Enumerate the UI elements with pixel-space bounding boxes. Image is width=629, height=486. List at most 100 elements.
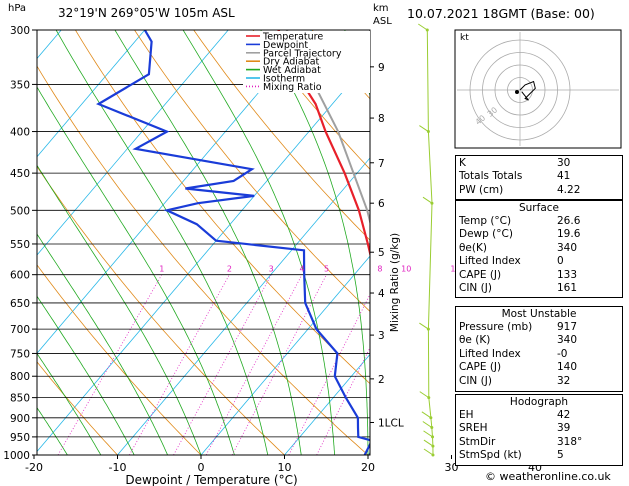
isotherm-line xyxy=(37,30,229,256)
pressure-tick-label: 950 xyxy=(10,432,30,444)
row-label: EH xyxy=(459,409,474,421)
row-label: K xyxy=(459,157,466,169)
mixing-ratio-label: 8 xyxy=(377,265,382,274)
wind-barb-dot xyxy=(429,416,433,420)
plot-area xyxy=(37,30,370,455)
wind-barb-dot xyxy=(430,201,434,205)
km-tick-label: 3 xyxy=(378,330,385,342)
mixing-ratio-label: 2 xyxy=(227,265,232,274)
dry-adiabat-line xyxy=(252,30,370,170)
row-value: 4.22 xyxy=(557,183,581,196)
km-tick-label: 5 xyxy=(378,247,385,259)
wind-barb-dot xyxy=(431,435,435,439)
mixing-ratio-line xyxy=(205,274,303,455)
row-label: StmDir xyxy=(459,435,496,448)
pressure-tick-label: 550 xyxy=(10,239,30,251)
legend-label: Wet Adiabat xyxy=(263,65,321,76)
row-label: StmSpd (kt) xyxy=(459,449,522,462)
row-value: 19.6 xyxy=(557,228,581,241)
surface-table: Surface Temp (°C) 26.6 Dewp (°C) 19.6 θe(K) 34… xyxy=(455,200,623,298)
pressure-tick-label: 850 xyxy=(10,393,30,405)
km-label: km xyxy=(373,3,389,14)
unstable-table: Most Unstable Pressure (mb) 917 θe (K) 340 Li… xyxy=(455,306,623,392)
pressure-tick-label: 700 xyxy=(10,324,30,336)
table-row: Pressure (mb) 917 xyxy=(456,321,622,334)
table-title: Surface xyxy=(518,202,559,214)
wet-adiabat-line xyxy=(260,30,369,455)
wind-barb-dot xyxy=(426,130,430,134)
table-row: EH 42 xyxy=(456,409,622,422)
wind-barb-dot xyxy=(431,453,435,457)
parcel-trajectory-line xyxy=(285,30,370,226)
x-axis-label: Dewpoint / Temperature (°C) xyxy=(125,473,297,486)
table-row: StmDir 318° xyxy=(456,436,622,449)
temperature-tick-label: 0 xyxy=(198,461,205,474)
row-label: Lifted Index xyxy=(459,347,521,360)
table-title: Most Unstable xyxy=(501,308,577,320)
location-title: 32°19'N 269°05'W 105m ASL xyxy=(58,6,235,20)
row-value: 5 xyxy=(557,449,564,462)
table-row: Totals Totals 41 xyxy=(456,170,622,183)
mixing-ratio-line xyxy=(316,346,370,455)
row-value: 161 xyxy=(557,281,578,294)
temperature-tick-label: 20 xyxy=(361,461,375,474)
table-row: CAPE (J) 140 xyxy=(456,361,622,374)
hodograph-storm-marker xyxy=(515,90,519,94)
row-label: Pressure (mb) xyxy=(459,321,533,333)
legend-label: Dry Adiabat xyxy=(263,57,320,68)
pressure-tick-label: 650 xyxy=(10,298,30,310)
isotherm-line xyxy=(117,157,370,455)
wind-barb-dot xyxy=(427,396,431,400)
row-label: θe(K) xyxy=(459,241,487,254)
hodograph-table: Hodograph EH 42 SREH 39 StmDir 318° StmSpd (kt)… xyxy=(455,394,623,466)
dry-adiabat-line xyxy=(37,264,202,455)
table-row: CIN (J) 161 xyxy=(456,282,622,295)
km-tick-label: 8 xyxy=(378,113,385,125)
legend-label: Parcel Trajectory xyxy=(263,48,342,59)
temperature-line xyxy=(277,30,370,258)
legend-label: Dewpoint xyxy=(263,40,308,51)
datetime-title: 10.07.2021 18GMT (Base: 00) xyxy=(407,6,595,21)
wet-adiabat-line xyxy=(37,86,235,455)
pressure-tick-label: 800 xyxy=(10,371,30,383)
table-row: θe(K) 340 xyxy=(456,242,622,255)
row-label: CIN (J) xyxy=(459,374,492,387)
row-value: 140 xyxy=(557,361,578,374)
wet-adiabat-line xyxy=(182,30,335,455)
isotherm-line xyxy=(284,353,370,455)
legend-background xyxy=(243,31,370,93)
pressure-tick-label: 450 xyxy=(10,168,30,180)
wind-barb xyxy=(419,391,430,399)
pressure-tick-label: 750 xyxy=(10,348,30,360)
pressure-tick-label: 1000 xyxy=(3,450,30,462)
wet-adiabat-line xyxy=(37,164,202,455)
pressure-tick-label: 400 xyxy=(10,127,30,139)
legend-label: Isotherm xyxy=(263,74,305,85)
mixing-ratio-label: 10 xyxy=(401,265,411,274)
mixing-ratio-line xyxy=(173,274,272,455)
table-row: θe (K) 340 xyxy=(456,334,622,347)
dry-adiabat-line xyxy=(37,65,369,455)
table-row: StmSpd (kt) 5 xyxy=(456,449,622,462)
mixing-ratio-line xyxy=(288,293,370,455)
wind-barb-dot xyxy=(426,327,430,331)
km-tick-label: 7 xyxy=(378,158,385,170)
row-value: 318° xyxy=(557,435,583,448)
table-row: CIN (J) 32 xyxy=(456,375,622,388)
dry-adiabat-line xyxy=(37,361,118,455)
mixing-ratio-axis-label: Mixing Ratio (g/kg) xyxy=(389,233,401,332)
mixing-ratio-line xyxy=(57,274,163,455)
row-label: Lifted Index xyxy=(459,255,521,268)
row-label: SREH xyxy=(459,422,488,435)
row-value: 0 xyxy=(557,255,564,268)
row-label: θe (K) xyxy=(459,334,491,347)
row-value: 42 xyxy=(557,409,571,421)
row-label: CAPE (J) xyxy=(459,361,502,374)
wind-barb xyxy=(421,411,432,419)
mixing-ratio-label: 5 xyxy=(324,265,329,274)
isotherm-line xyxy=(37,59,370,453)
row-value: 32 xyxy=(557,374,571,387)
dewpoint-line xyxy=(96,30,370,455)
table-row: K 30 xyxy=(456,157,622,170)
row-value: 340 xyxy=(557,334,578,347)
